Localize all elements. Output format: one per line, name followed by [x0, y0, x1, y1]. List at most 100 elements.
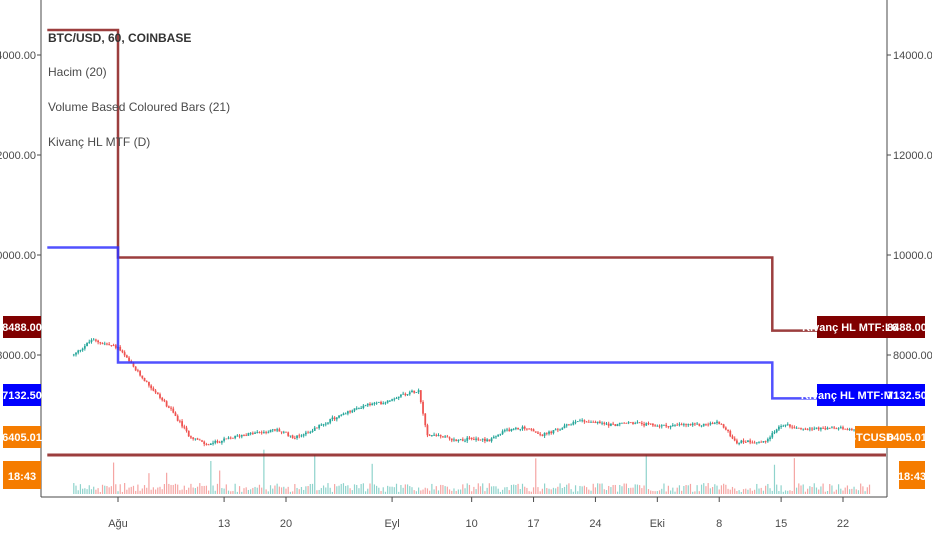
volume-bar-47 [177, 484, 179, 494]
candle-body-264 [656, 425, 659, 427]
candle-body-31 [141, 375, 144, 378]
volume-bar-299 [734, 488, 736, 494]
volume-bar-218 [555, 488, 557, 494]
candle-body-272 [674, 424, 676, 426]
volume-bar-152 [409, 486, 411, 494]
legend: BTC/USD, 60, COINBASE Hacim (20) Volume … [48, 31, 230, 149]
volume-bar-292 [718, 489, 720, 494]
volume-bar-41 [163, 484, 166, 494]
volume-bar-80 [250, 489, 252, 494]
y-tick-label-left-3: 8000.00 [0, 350, 36, 362]
candle-body-121 [340, 414, 343, 416]
candle-body-330 [802, 428, 805, 430]
legend-indicator-vbcb[interactable]: Volume Based Coloured Bars (21) [48, 100, 230, 114]
volume-bar-224 [568, 483, 570, 494]
candle-body-251 [627, 422, 630, 424]
candle-body-267 [663, 424, 665, 426]
volume-bar-14 [104, 485, 106, 494]
volume-bar-17 [110, 486, 112, 494]
x-tick-label-0: Ağu [108, 518, 128, 530]
volume-bar-105 [305, 486, 307, 494]
volume-bar-151 [406, 484, 409, 494]
volume-bar-333 [809, 486, 811, 494]
candle-body-169 [446, 436, 449, 438]
candle-body-226 [572, 422, 575, 425]
volume-bar-165 [437, 490, 440, 494]
candle-body-111 [318, 425, 321, 429]
candle-body-175 [459, 439, 462, 441]
candle-body-65 [216, 441, 219, 443]
volume-bar-120 [338, 485, 340, 494]
candle-body-203 [521, 426, 524, 429]
volume-bar-48 [179, 490, 181, 494]
candle-body-59 [203, 441, 206, 445]
volume-bar-334 [811, 486, 813, 494]
volume-bar-58 [201, 485, 203, 494]
volume-bar-352 [851, 488, 853, 494]
candle-body-243 [610, 423, 612, 426]
candle-body-219 [556, 429, 559, 431]
candle-body-22 [121, 350, 124, 353]
volume-bar-280 [692, 491, 694, 494]
volume-bar-249 [623, 483, 625, 494]
candle-body-300 [736, 440, 738, 444]
volume-bar-44 [170, 484, 172, 494]
legend-indicator-volume[interactable]: Hacim (20) [48, 65, 107, 79]
volume-bar-321 [782, 491, 784, 494]
volume-bar-12 [99, 491, 101, 494]
candle-body-230 [581, 420, 584, 422]
volume-bar-229 [579, 485, 581, 494]
candle-body-236 [594, 422, 597, 424]
candle-body-99 [291, 435, 294, 438]
candle-body-188 [488, 439, 491, 442]
volume-bar-175 [460, 489, 462, 494]
x-tick-label-9: 15 [775, 518, 787, 530]
candle-body-98 [289, 435, 292, 437]
candle-body-83 [256, 432, 259, 433]
volume-bar-146 [395, 483, 398, 494]
volume-bar-247 [619, 484, 621, 494]
candle-body-158 [422, 402, 424, 414]
candle-body-271 [671, 425, 674, 426]
candle-body-277 [685, 424, 687, 426]
volume-bar-126 [351, 490, 353, 494]
candle-body-17 [110, 345, 113, 346]
candle-body-51 [185, 427, 188, 431]
candle-body-64 [214, 441, 217, 443]
candle-body-237 [596, 421, 599, 424]
volume-bar-106 [307, 486, 309, 494]
candle-body-23 [123, 352, 126, 356]
candle-body-235 [592, 421, 595, 423]
line-m1 [47, 246, 886, 400]
candle-body-69 [225, 438, 228, 440]
candle-body-172 [453, 439, 455, 441]
volume-bar-199 [513, 484, 515, 494]
candle-body-147 [397, 396, 400, 399]
volume-bar-332 [807, 488, 809, 494]
candle-body-312 [762, 441, 765, 443]
volume-bar-163 [433, 489, 435, 494]
volume-bar-266 [661, 488, 663, 494]
candle-body-151 [406, 394, 409, 396]
candle-body-117 [331, 417, 334, 420]
candle-body-319 [777, 426, 780, 430]
volume-bar-129 [358, 488, 360, 494]
candle-body-179 [468, 437, 471, 439]
volume-bar-62 [210, 460, 212, 494]
candle-body-8 [90, 340, 93, 342]
legend-symbol[interactable]: BTC/USD, 60, COINBASE [48, 31, 191, 45]
volume-bar-188 [488, 483, 490, 494]
volume-bar-232 [585, 487, 588, 494]
candle-body-183 [477, 438, 480, 440]
candle-body-196 [506, 429, 508, 431]
legend-indicator-hl-mtf[interactable]: Kivanç HL MTF (D) [48, 135, 150, 149]
volume-bar-55 [194, 488, 196, 494]
volume-bar-39 [159, 486, 161, 494]
candle-body-339 [822, 427, 825, 429]
volume-bar-307 [751, 490, 753, 494]
candle-body-270 [669, 425, 672, 428]
right-tag-last: BTCUSD 6405.01 [848, 426, 927, 448]
volume-bar-42 [166, 472, 168, 494]
candle-body-50 [183, 426, 186, 428]
